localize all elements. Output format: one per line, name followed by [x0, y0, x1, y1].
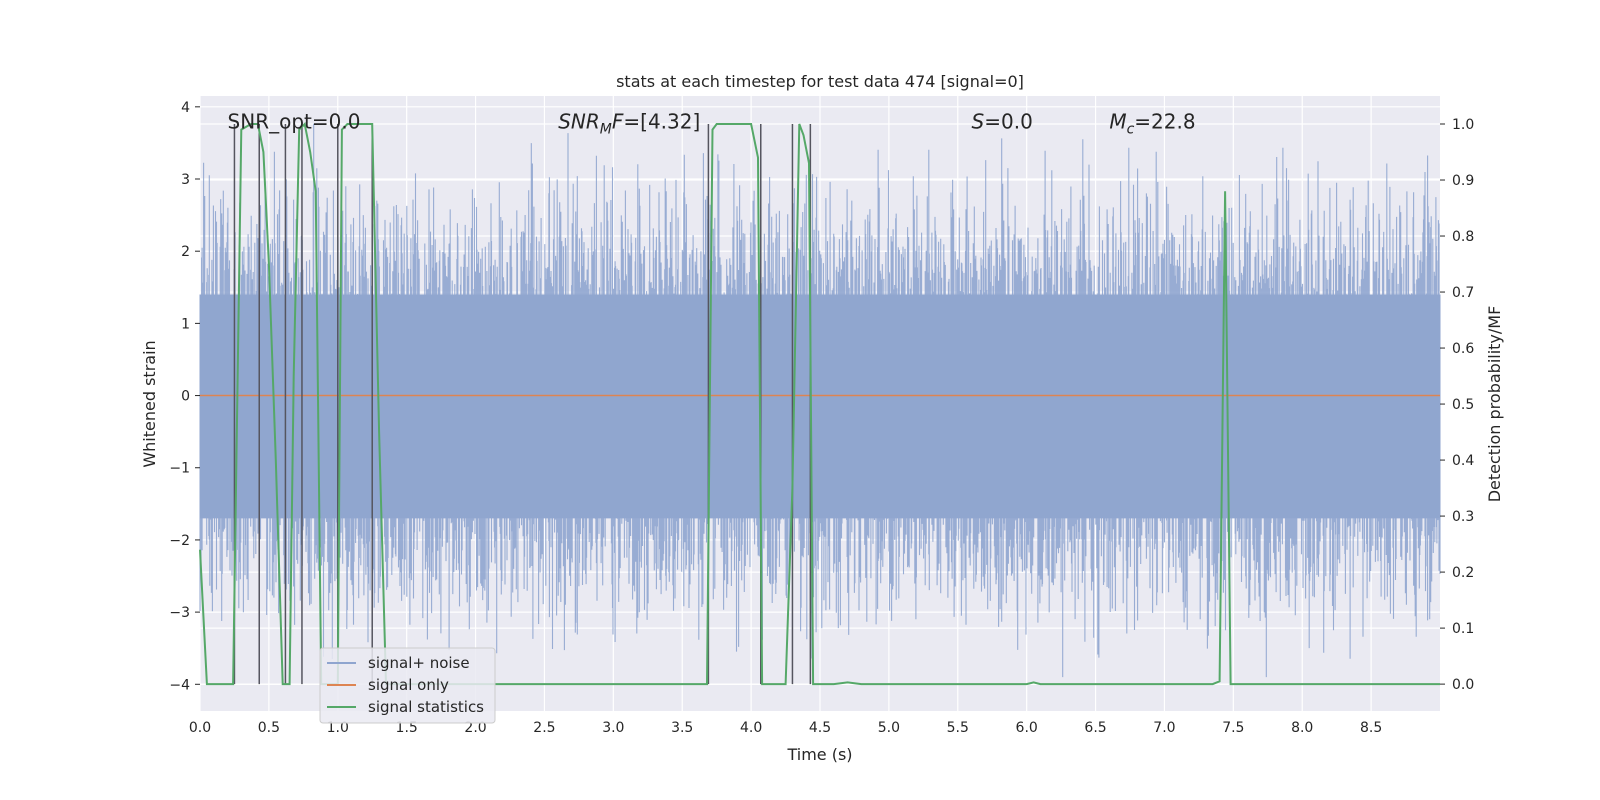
signal-statistics-series — [199, 121, 1440, 686]
signal-statistics-line — [199, 121, 1440, 686]
legend-entry-signal: signal only — [368, 676, 449, 694]
annotation-snr-opt: SNR_opt=0.0 — [228, 109, 361, 133]
y-right-tick-label: 0.4 — [1452, 453, 1474, 469]
y-left-tick-label: −4 — [169, 677, 190, 693]
chart-title: stats at each timestep for test data 474… — [616, 72, 1024, 91]
annotations: SNR_opt=0.0 SNRMF=[4.32] S=0.0 Mc=22.8 — [228, 109, 1196, 137]
x-tick-label: 6.0 — [1016, 720, 1038, 736]
x-tick-label: 3.5 — [671, 720, 693, 736]
annotation-snr-mf: SNRMF=[4.32] — [558, 109, 700, 137]
y-right-tick-label: 0.6 — [1452, 341, 1474, 357]
signal-noise-series — [199, 123, 1441, 678]
y-left-axis-ticks: −4 −3 −2 −1 0 1 2 3 4 — [169, 100, 200, 693]
y-right-tick-label: 0.7 — [1452, 285, 1474, 301]
legend-entry-stats: signal statistics — [368, 698, 484, 716]
y-left-tick-label: −1 — [169, 461, 190, 477]
signal-noise-band — [200, 294, 1440, 519]
x-tick-label: 7.5 — [1222, 720, 1244, 736]
y-right-tick-label: 0.1 — [1452, 621, 1474, 637]
x-tick-label: 8.0 — [1291, 720, 1313, 736]
y-left-tick-label: −2 — [169, 533, 190, 549]
legend-entry-noise: signal+ noise — [368, 654, 470, 672]
x-tick-label: 7.0 — [1153, 720, 1175, 736]
y-left-axis-label: Whitened strain — [140, 340, 159, 467]
x-tick-label: 0.0 — [189, 720, 211, 736]
annotation-s-value: S=0.0 — [972, 109, 1033, 133]
y-right-tick-label: 0.5 — [1452, 397, 1474, 413]
x-tick-label: 0.5 — [258, 720, 280, 736]
y-right-tick-label: 1.0 — [1452, 117, 1474, 133]
x-tick-label: 2.5 — [533, 720, 555, 736]
x-tick-label: 6.5 — [1084, 720, 1106, 736]
y-left-tick-label: 4 — [181, 100, 190, 116]
y-right-tick-label: 0.3 — [1452, 509, 1474, 525]
y-left-tick-label: 3 — [181, 172, 190, 188]
x-axis-ticks: 0.0 0.5 1.0 1.5 2.0 2.5 3.0 3.5 4.0 4.5 5.0 5.5 6.0 6… — [189, 720, 1382, 736]
y-left-tick-label: 0 — [181, 389, 190, 405]
y-left-tick-label: 2 — [181, 244, 190, 260]
x-tick-label: 5.5 — [947, 720, 969, 736]
x-tick-label: 1.0 — [327, 720, 349, 736]
y-right-axis-label: Detection probability/MF — [1485, 306, 1504, 503]
y-right-tick-label: 0.9 — [1452, 173, 1474, 189]
legend-box — [319, 647, 496, 724]
x-tick-label: 3.0 — [602, 720, 624, 736]
y-right-tick-label: 0.8 — [1452, 229, 1474, 245]
x-tick-label: 2.0 — [464, 720, 486, 736]
x-tick-label: 8.5 — [1360, 720, 1382, 736]
annotation-chirp-mass: Mc=22.8 — [1109, 109, 1195, 137]
y-right-axis-ticks: 0.0 0.1 0.2 0.3 0.4 0.5 0.6 0.7 0.8 0.9 1.0 — [1440, 117, 1474, 693]
x-tick-label: 1.5 — [396, 720, 418, 736]
x-tick-label: 4.0 — [740, 720, 762, 736]
x-tick-label: 5.0 — [878, 720, 900, 736]
x-axis-label: Time (s) — [786, 745, 852, 764]
y-left-tick-label: −3 — [169, 605, 190, 621]
y-left-tick-label: 1 — [181, 316, 190, 332]
y-right-tick-label: 0.2 — [1452, 565, 1474, 581]
x-tick-label: 4.5 — [809, 720, 831, 736]
y-right-tick-label: 0.0 — [1452, 677, 1474, 693]
legend: signal+ noise signal only signal statist… — [319, 647, 496, 724]
